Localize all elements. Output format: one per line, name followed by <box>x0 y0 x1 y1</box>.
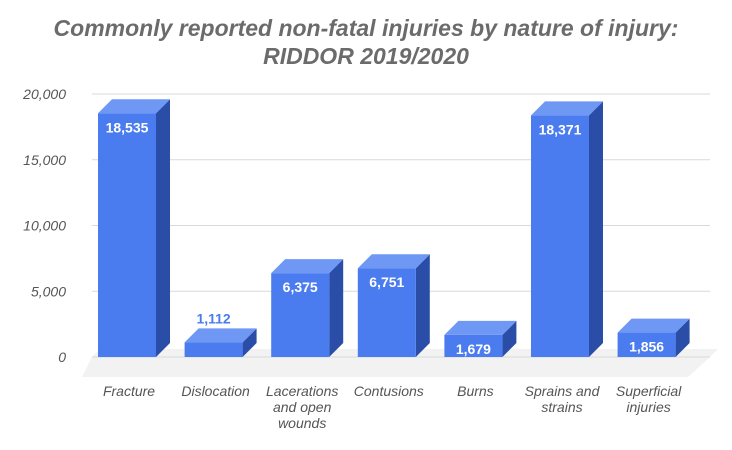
bar-top <box>184 328 257 343</box>
bar-side <box>415 254 430 357</box>
data-label: 18,371 <box>539 121 582 137</box>
chart-title-line-2: RIDDOR 2019/2020 <box>263 43 469 69</box>
data-label: 6,751 <box>369 274 404 290</box>
x-tick-label: Contusions <box>354 383 424 399</box>
x-tick-label: Dislocation <box>181 383 250 399</box>
bar-side <box>589 101 603 357</box>
y-tick-label: 15,000 <box>23 152 66 168</box>
bar <box>444 334 503 357</box>
y-tick-label: 20,000 <box>22 86 66 102</box>
x-tick-label: Fracture <box>103 383 155 399</box>
y-tick-label: 5,000 <box>31 283 66 299</box>
x-tick-label: Superficial injuries <box>616 383 682 415</box>
x-tick-label: Burns <box>457 383 494 399</box>
bar <box>271 273 330 357</box>
bar-side <box>329 259 344 357</box>
bar <box>357 268 416 357</box>
bar-side <box>675 318 690 357</box>
bar-side <box>242 328 257 357</box>
chart-title-line-1: Commonly reported non-fatal injuries by … <box>53 15 679 41</box>
bar-top <box>357 254 430 269</box>
bar <box>184 342 243 357</box>
chart-title: Commonly reported non-fatal injuries by … <box>0 14 732 70</box>
x-tick-label: Lacerations and open wounds <box>266 383 338 431</box>
bar-side <box>156 99 170 358</box>
bar-top <box>617 318 690 333</box>
data-label: 18,535 <box>106 119 149 135</box>
bar-top <box>271 259 344 274</box>
bar-top <box>98 99 170 114</box>
data-label: 6,375 <box>283 279 318 295</box>
bar <box>98 113 156 358</box>
x-tick-label: Sprains and strains <box>525 383 601 415</box>
y-tick-label: 0 <box>58 349 66 365</box>
data-label: 1,679 <box>456 341 491 357</box>
bar-top <box>531 101 603 116</box>
data-label: 1,112 <box>196 310 230 326</box>
data-label: 1,856 <box>629 339 664 355</box>
bar <box>531 115 589 357</box>
bar <box>617 332 676 357</box>
y-tick-label: 10,000 <box>23 218 66 234</box>
bar-side <box>502 320 517 357</box>
bar-top <box>444 320 517 335</box>
